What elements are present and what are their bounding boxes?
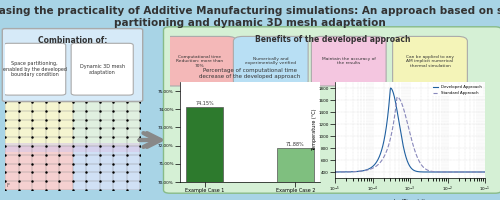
Text: Space partitioning,
enabled by the developed
boundary condition: Space partitioning, enabled by the devel… [2,61,66,77]
Text: Benefits of the developed approach: Benefits of the developed approach [255,35,410,44]
Developed Approach [404,160,410,163]
Developed Approach [482,171,488,173]
Polygon shape [72,102,140,146]
Developed Approach [455,171,461,173]
Polygon shape [5,146,72,190]
Standard Approach [482,171,488,173]
Developed Approach [461,171,467,173]
Standard Approach [404,122,410,124]
FancyBboxPatch shape [4,43,66,95]
FancyBboxPatch shape [2,29,142,101]
Standard Approach [455,171,461,173]
Standard Approach [414,154,420,156]
Text: Increasing the practicality of Additive Manufacturing simulations: An approach b: Increasing the practicality of Additive … [0,6,500,28]
Text: Maintain the accuracy of
the results: Maintain the accuracy of the results [322,57,376,65]
FancyBboxPatch shape [71,43,133,95]
Developed Approach [404,158,409,160]
Developed Approach [332,171,338,173]
FancyBboxPatch shape [164,27,500,193]
Polygon shape [5,102,72,146]
FancyBboxPatch shape [234,36,308,86]
Legend: Developed Approach, Standard Approach: Developed Approach, Standard Approach [432,84,483,96]
Developed Approach [388,87,394,89]
Text: 71.88%: 71.88% [286,142,305,147]
Standard Approach [394,96,400,98]
Developed Approach [422,171,428,173]
Y-axis label: Temperature (°C): Temperature (°C) [312,109,317,151]
Developed Approach [414,170,420,173]
FancyBboxPatch shape [162,36,236,86]
Bar [278,148,314,200]
Text: Can be applied to any
AM implicit numerical
thermal simulation: Can be applied to any AM implicit numeri… [406,55,454,68]
Text: Dynamic 3D mesh
adaptation: Dynamic 3D mesh adaptation [80,64,124,75]
FancyBboxPatch shape [392,36,468,86]
Line: Standard Approach: Standard Approach [335,97,485,172]
Text: F: F [6,183,10,188]
FancyBboxPatch shape [312,36,386,86]
Text: Numerically and
experimentally verified: Numerically and experimentally verified [245,57,296,65]
Standard Approach [478,171,484,173]
X-axis label: log(Time (s)): log(Time (s)) [394,199,426,200]
Developed Approach [479,171,485,173]
Polygon shape [72,146,140,190]
Text: Combination of:: Combination of: [38,36,107,45]
Text: Computational time
Reduction: more than
70%: Computational time Reduction: more than … [176,55,223,68]
Standard Approach [404,118,409,121]
Standard Approach [422,167,428,169]
Bar [186,107,222,200]
Text: 74.15%: 74.15% [195,101,214,106]
Standard Approach [332,171,338,173]
Line: Developed Approach: Developed Approach [335,88,485,172]
Polygon shape [5,143,140,152]
Title: Percentage of computational time
decrease of the developed approach: Percentage of computational time decreas… [200,68,300,79]
